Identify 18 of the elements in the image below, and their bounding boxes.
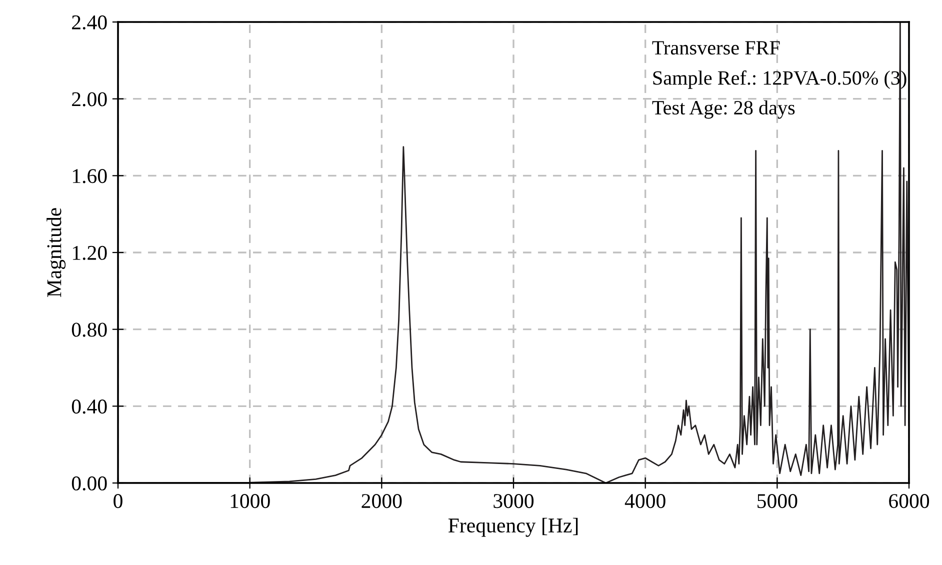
- x-tick-label: 0: [114, 494, 122, 508]
- y-tick-label: 0.40: [72, 400, 107, 414]
- x-tick-label: 2000: [362, 494, 402, 508]
- y-tick-label: 2.00: [72, 92, 107, 106]
- y-axis-title: Magnitude: [46, 208, 66, 298]
- x-tick-label: 6000: [889, 494, 930, 508]
- x-axis-title: Frequency [Hz]: [448, 518, 578, 537]
- x-tick-label: 5000: [758, 494, 798, 508]
- x-tick-label: 4000: [624, 494, 666, 508]
- y-tick-label: 0.00: [72, 476, 107, 491]
- x-tick-label: 3000: [494, 494, 534, 508]
- annotation: Transverse FRF: [652, 41, 780, 55]
- annotation: Test Age: 28 days: [652, 100, 795, 119]
- y-tick-label: 2.40: [72, 15, 107, 30]
- y-tick-label: 1.60: [72, 169, 107, 184]
- y-tick-label: 0.80: [72, 322, 107, 337]
- y-tick-label: 1.20: [72, 246, 107, 260]
- x-tick-label: 1000: [230, 494, 270, 508]
